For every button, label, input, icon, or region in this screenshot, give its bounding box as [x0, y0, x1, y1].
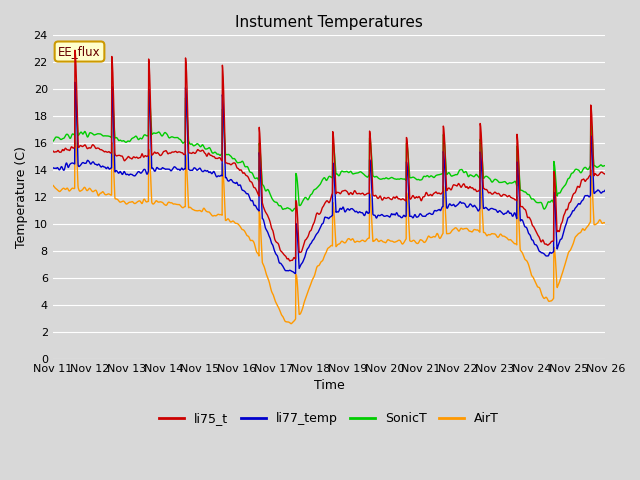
Text: EE_flux: EE_flux: [58, 45, 101, 58]
Y-axis label: Temperature (C): Temperature (C): [15, 146, 28, 248]
Title: Instument Temperatures: Instument Temperatures: [235, 15, 423, 30]
Legend: li75_t, li77_temp, SonicT, AirT: li75_t, li77_temp, SonicT, AirT: [154, 407, 504, 430]
X-axis label: Time: Time: [314, 379, 344, 392]
